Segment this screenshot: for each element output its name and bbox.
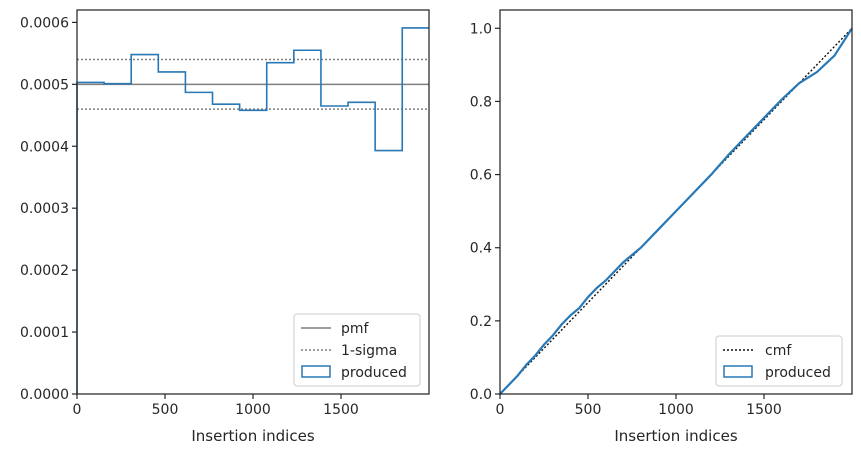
produced-step [76,27,429,394]
right-x-tick-label: 1500 [746,402,782,418]
left-y-tick-label: 0.0001 [20,325,69,341]
legend-cmf-label: cmf [765,343,792,359]
right-x-tick-label: 0 [496,402,505,418]
left-panel: 0.0000 0.0001 0.0002 0.0003 0.0004 0.0005 0.00… [20,9,430,445]
right-panel: 0.0 0.2 0.4 0.6 0.8 1.0 0 500 1000 1500 Insertio… [470,9,853,445]
left-y-tick-label: 0.0004 [20,139,69,155]
left-y-tick-label: 0.0005 [20,77,69,93]
right-y-tick-label: 0.6 [470,168,492,184]
right-y-tick-label: 0.8 [470,94,492,110]
right-y-tick-label: 0.0 [470,387,492,403]
right-y-tick-label: 0.2 [470,314,492,330]
legend-produced-label: produced [341,365,407,381]
left-x-tick-label: 1000 [235,402,271,418]
left-x-tick-label: 500 [152,402,179,418]
right-x-ticks: 0 500 1000 1500 [496,394,782,418]
left-x-label: Insertion indices [191,427,314,445]
right-legend: cmf produced [715,335,843,387]
right-y-tick-label: 1.0 [470,21,492,37]
right-x-label: Insertion indices [614,427,737,445]
right-y-tick-label: 0.4 [470,241,492,257]
left-y-tick-label: 0.0003 [20,201,69,217]
right-legend-box [715,335,843,387]
left-x-tick-label: 0 [73,402,82,418]
left-y-tick-label: 0.0000 [20,387,69,403]
sigma-lines [77,58,429,110]
left-y-tick-label: 0.0006 [20,15,69,31]
legend-sigma-label: 1-sigma [341,343,397,359]
produced-cumulative-line [499,27,853,395]
legend-produced-swatch [301,365,331,378]
left-x-tick-label: 1500 [323,402,359,418]
left-x-ticks: 0 500 1000 1500 [73,394,359,418]
legend-produced-label-right: produced [765,365,831,381]
right-y-ticks: 0.0 0.2 0.4 0.6 0.8 1.0 [470,21,500,403]
legend-produced-swatch-right [723,365,753,378]
left-y-ticks: 0.0000 0.0001 0.0002 0.0003 0.0004 0.0005 0.00… [20,15,77,403]
left-legend: pmf 1-sigma produced [293,313,421,387]
left-y-tick-label: 0.0002 [20,263,69,279]
right-x-tick-label: 500 [575,402,602,418]
legend-pmf-label: pmf [341,321,370,337]
left-legend-box [293,313,421,387]
right-x-tick-label: 1000 [658,402,694,418]
